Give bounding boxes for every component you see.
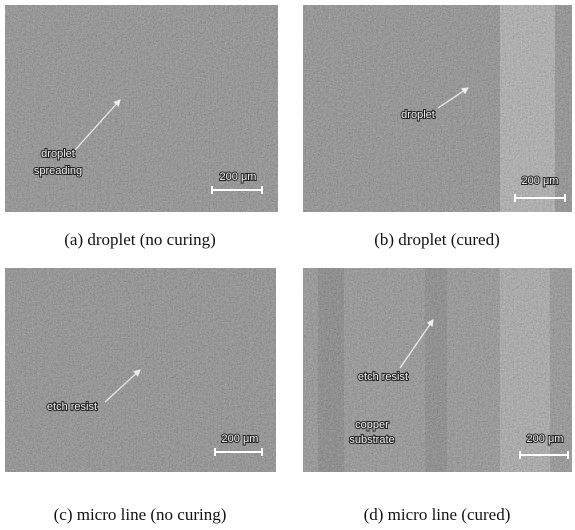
label: etch resist xyxy=(358,371,408,383)
panel-a: droplet spreading 200 μm (a) droplet (no… xyxy=(5,5,278,249)
caption: (d) micro line (cured) xyxy=(364,505,511,524)
arrow xyxy=(437,87,469,109)
scale-bar xyxy=(214,448,263,456)
label: substrate xyxy=(349,434,394,446)
panel-b: droplet 200 μm (b) droplet (cured) xyxy=(303,5,572,249)
scale-label: 200 μm xyxy=(222,433,259,445)
scale-label: 200 μm xyxy=(522,175,559,187)
panel-d: etch resist copper substrate 200 μm (d) … xyxy=(303,268,572,524)
caption: (a) droplet (no curing) xyxy=(64,230,216,249)
label: copper xyxy=(355,419,389,431)
caption: (c) micro line (no curing) xyxy=(54,505,227,524)
label: etch resist xyxy=(47,401,97,413)
panel-c: etch resist 200 μm (c) micro line (no cu… xyxy=(5,268,276,524)
grain xyxy=(5,5,278,212)
label: spreading xyxy=(34,165,82,177)
grain xyxy=(303,5,572,212)
scale-label: 200 μm xyxy=(527,433,564,445)
arrow xyxy=(74,99,121,151)
grain xyxy=(303,268,572,472)
label: droplet xyxy=(41,148,75,160)
scale-bar xyxy=(514,194,566,202)
label: droplet xyxy=(401,109,435,121)
scale-label: 200 μm xyxy=(220,171,257,183)
scale-bar xyxy=(519,451,569,459)
caption: (b) droplet (cured) xyxy=(374,230,500,249)
arrow xyxy=(104,369,141,403)
arrow xyxy=(399,319,434,369)
scale-bar xyxy=(211,186,263,194)
